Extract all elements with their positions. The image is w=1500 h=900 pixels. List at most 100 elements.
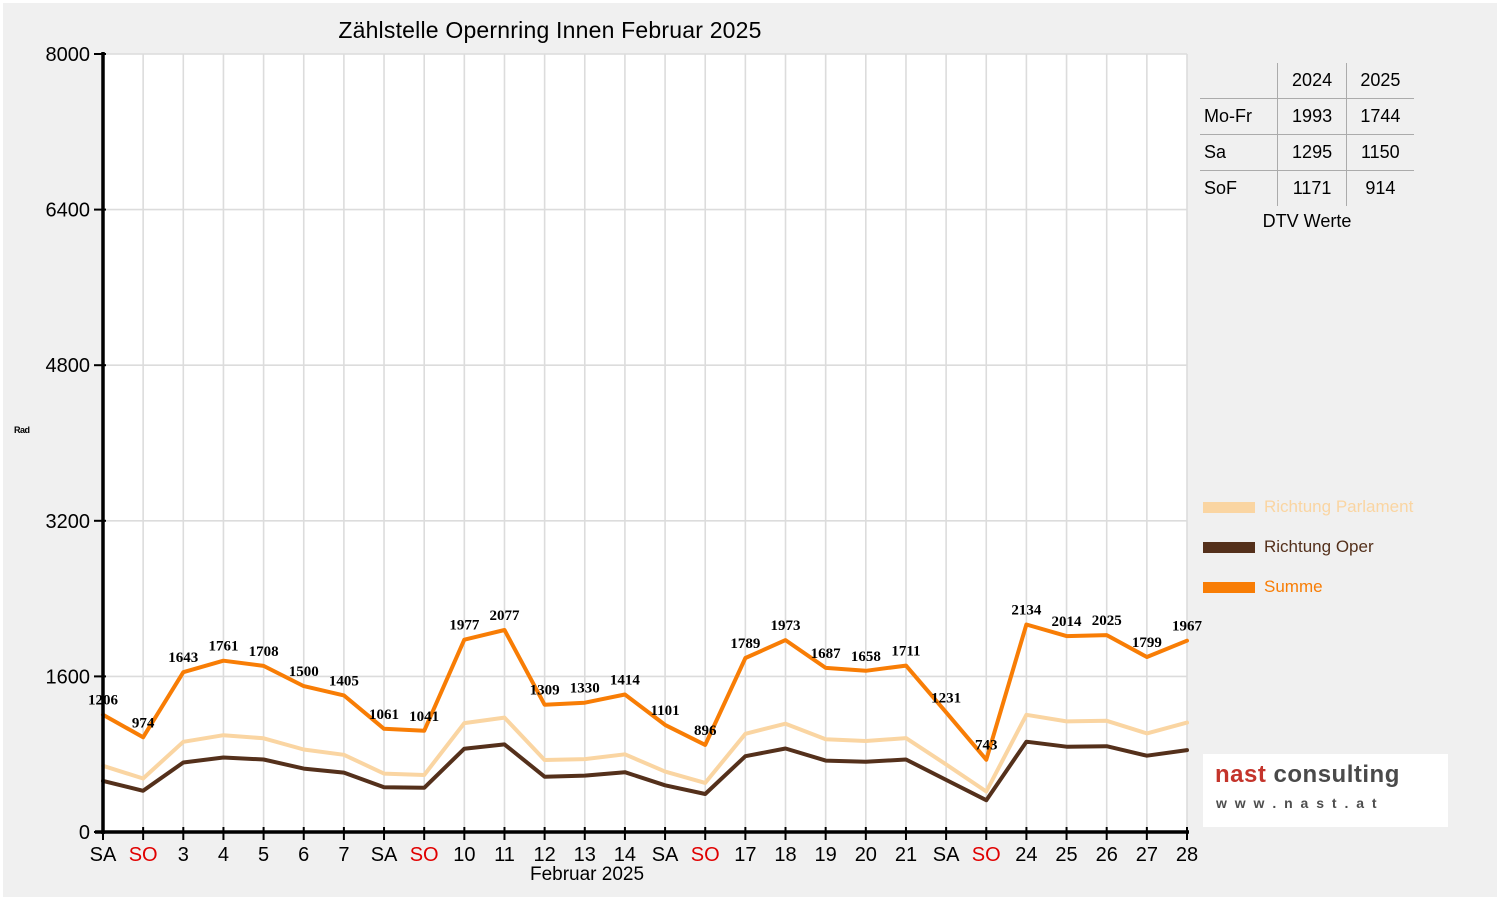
- x-tick-label: 11: [494, 844, 515, 866]
- sof-2025-value: 914: [1345, 170, 1414, 206]
- dtv-table-caption: DTV Werte: [1262, 211, 1352, 231]
- data-label: 896: [694, 723, 717, 739]
- data-point-labels: 1206 974 1643 1761 1708 1500 1405 1061 1041 1977 2…: [88, 602, 1203, 753]
- x-axis-title: Februar 2025: [529, 864, 645, 885]
- y-tick-label: 8000: [46, 44, 91, 66]
- data-label: 1500: [289, 664, 319, 680]
- x-tick-label: 13: [574, 844, 596, 866]
- data-label: 1206: [88, 693, 119, 709]
- sa-2025-value: 1150: [1345, 134, 1414, 171]
- data-label: 1977: [449, 618, 480, 634]
- table-row: Mo-Fr 1993 1744: [1200, 98, 1414, 135]
- chart-title: Zählstelle Opernring Innen Februar 2025: [338, 17, 762, 43]
- x-tick-label: 17: [734, 844, 756, 866]
- logo-wordmark: nast consulting: [1215, 761, 1400, 789]
- data-label: 1687: [811, 646, 842, 662]
- x-tick-label: SA: [652, 844, 679, 866]
- data-label: 743: [975, 738, 998, 754]
- x-tick-label: SO: [691, 844, 720, 866]
- table-row: Sa 1295 1150: [1200, 134, 1414, 171]
- axes: [94, 52, 1189, 840]
- logo-name-secondary: consulting: [1273, 761, 1400, 788]
- sa-2024-value: 1295: [1277, 134, 1347, 171]
- mofr-2024-value: 1993: [1277, 98, 1347, 135]
- data-label: 1967: [1172, 619, 1203, 635]
- x-tick-label: SA: [371, 844, 398, 866]
- data-label: 2134: [1011, 602, 1042, 618]
- plot-area: [103, 54, 1187, 832]
- legend-item-richtung-parlament: Richtung Parlament: [1203, 497, 1413, 517]
- y-axis-unit-label: Rad: [14, 425, 30, 435]
- table-corner-cell: [1200, 63, 1278, 99]
- x-tick-label: 26: [1096, 844, 1118, 866]
- y-tick-label: 0: [79, 822, 90, 844]
- data-label: 1041: [409, 709, 439, 725]
- x-tick-label: 5: [258, 844, 269, 866]
- x-tick-label: 3: [178, 844, 189, 866]
- legend-item-summe: Summe: [1203, 577, 1323, 597]
- x-tick-label: SA: [933, 844, 960, 866]
- data-label: 1405: [329, 673, 359, 689]
- legend-label: Richtung Parlament: [1264, 497, 1414, 516]
- mofr-2025-value: 1744: [1345, 98, 1414, 135]
- x-tick-label: 12: [534, 844, 556, 866]
- y-tick-label: 4800: [46, 355, 91, 377]
- x-tick-label: 21: [895, 844, 917, 866]
- data-label: 2077: [489, 608, 520, 624]
- legend-swatch-parlament: [1203, 501, 1255, 513]
- x-tick-label: 18: [774, 844, 796, 866]
- table-col-header-2025: 2025: [1345, 63, 1414, 99]
- row-label-sof: SoF: [1204, 178, 1238, 198]
- data-label: 1309: [530, 683, 560, 699]
- x-tick-label: SO: [410, 844, 439, 866]
- table-col-header-2024: 2024: [1277, 63, 1347, 99]
- logo-website: w w w . n a s t . a t: [1216, 795, 1379, 811]
- nast-consulting-logo: nast consulting w w w . n a s t . a t: [1203, 754, 1448, 827]
- x-tick-label: SO: [972, 844, 1001, 866]
- table-row: SoF 1171 914: [1200, 170, 1414, 206]
- x-tick-labels: SA SO 3 4 5 6 7 SA SO 10 11 12 13 14 SA SO 17 18 19 20 21 SA S…: [90, 844, 1198, 866]
- legend-label: Richtung Oper: [1264, 537, 1374, 556]
- data-label: 1414: [610, 672, 641, 688]
- data-label: 1061: [369, 707, 399, 723]
- legend-swatch-summe: [1203, 581, 1255, 593]
- data-label: 1708: [249, 644, 279, 660]
- traffic-line-chart: 0 1600 3200 4800 6400 8000 SA SO 3 4 5 6 7 SA SO 10 11 12…: [46, 44, 1203, 866]
- x-tick-label: SO: [129, 844, 158, 866]
- legend-swatch-oper: [1203, 541, 1255, 553]
- series-line-summe: [101, 622, 1189, 762]
- x-tick-label: 27: [1136, 844, 1158, 866]
- data-label: 1973: [771, 618, 801, 634]
- data-label: 2025: [1092, 613, 1122, 629]
- x-tick-label: 10: [453, 844, 475, 866]
- series-line-richtung-oper: [101, 739, 1189, 803]
- x-tick-label: 6: [298, 844, 309, 866]
- x-tick-label: 7: [338, 844, 349, 866]
- data-label: 1761: [208, 639, 238, 655]
- x-tick-label: 28: [1176, 844, 1198, 866]
- series-lines: [101, 622, 1189, 803]
- x-tick-label: 14: [614, 844, 636, 866]
- row-label-sa: Sa: [1200, 134, 1278, 171]
- x-tick-label: 25: [1055, 844, 1077, 866]
- row-label-mofr: Mo-Fr: [1200, 98, 1278, 135]
- series-line-richtung-parlament: [101, 712, 1189, 794]
- x-tick-label: 24: [1015, 844, 1037, 866]
- data-label: 1799: [1132, 635, 1162, 651]
- data-label: 1101: [650, 703, 679, 719]
- data-label: 1643: [168, 650, 198, 666]
- logo-name-primary: nast: [1215, 761, 1267, 788]
- x-tick-label: 4: [218, 844, 229, 866]
- x-tick-label: 19: [815, 844, 837, 866]
- x-tick-label: 20: [855, 844, 877, 866]
- y-tick-label: 6400: [46, 200, 91, 222]
- y-tick-label: 1600: [46, 666, 91, 688]
- data-label: 1231: [931, 690, 961, 706]
- legend-item-richtung-oper: Richtung Oper: [1203, 537, 1374, 557]
- y-tick-labels: 0 1600 3200 4800 6400 8000: [46, 44, 91, 844]
- table-header-row: 2024 2025: [1200, 63, 1414, 99]
- data-label: 1658: [851, 649, 881, 665]
- data-label: 1711: [891, 644, 920, 660]
- data-label: 1789: [730, 636, 760, 652]
